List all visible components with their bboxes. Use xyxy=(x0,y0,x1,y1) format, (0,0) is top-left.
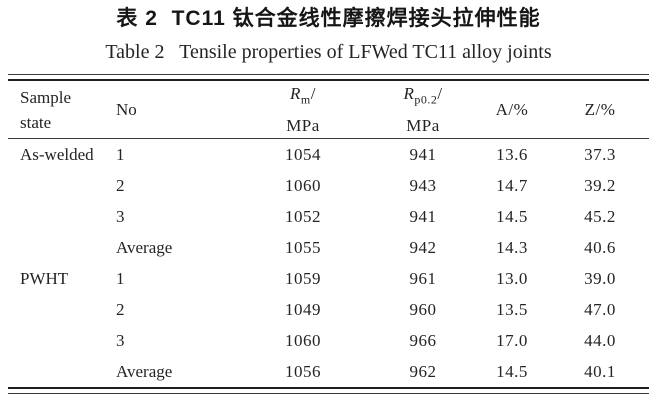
cell-elongation: 14.7 xyxy=(496,175,528,195)
cell-rp02: 961 xyxy=(409,268,437,288)
cell-sample-state xyxy=(8,325,108,356)
cell-rp02: 943 xyxy=(409,175,437,195)
cell-rm: 1056 xyxy=(285,361,321,381)
cell-rm: 1054 xyxy=(285,144,321,164)
cell-rp02: 962 xyxy=(409,361,437,381)
cell-no: 3 xyxy=(116,206,125,226)
cell-rm: 1059 xyxy=(285,268,321,288)
cell-reduction: 37.3 xyxy=(584,144,616,164)
cell-no: 2 xyxy=(116,175,125,195)
cell-no: 1 xyxy=(116,144,125,164)
cell-rp02: 960 xyxy=(409,299,437,319)
cell-reduction: 44.0 xyxy=(584,330,616,350)
table-row: 2 1060 943 14.7 39.2 xyxy=(8,170,649,201)
tensile-properties-table: Sample state No Rm/ MPa Rp0.2/ MPa A/% Z… xyxy=(8,79,649,389)
header-rm: Rm/ MPa xyxy=(233,80,373,139)
cell-reduction: 39.2 xyxy=(584,175,616,195)
header-row: Sample state No Rm/ MPa Rp0.2/ MPa A/% Z… xyxy=(8,80,649,139)
header-no: No xyxy=(108,80,233,139)
cell-rp02: 941 xyxy=(409,144,437,164)
table-title-chinese: 表 2 TC11 钛合金线性摩擦焊接头拉伸性能 xyxy=(116,7,541,30)
table-title-english: Table 2 Tensile properties of LFWed TC11… xyxy=(105,41,552,63)
cell-rm: 1049 xyxy=(285,299,321,319)
cell-elongation: 13.0 xyxy=(496,268,528,288)
cell-reduction: 39.0 xyxy=(584,268,616,288)
table-row: Average 1055 942 14.3 40.6 xyxy=(8,232,649,263)
cell-rm: 1060 xyxy=(285,330,321,350)
header-reduction-of-area: Z/% xyxy=(551,80,649,139)
cell-reduction: 40.6 xyxy=(584,237,616,257)
rm-slash: / xyxy=(310,84,316,104)
cell-no: 1 xyxy=(116,268,125,288)
cell-no: Average xyxy=(116,361,173,381)
header-elongation: A/% xyxy=(473,80,551,139)
header-sample-state-line1: Sample xyxy=(20,87,71,107)
cell-elongation: 13.6 xyxy=(496,144,528,164)
cell-no: 3 xyxy=(116,330,125,350)
table-row: PWHT 1 1059 961 13.0 39.0 xyxy=(8,263,649,294)
header-rp02-unit: MPa xyxy=(406,115,440,135)
cell-rp02: 941 xyxy=(409,206,437,226)
cell-sample-state: PWHT xyxy=(20,268,69,288)
rm-symbol: R xyxy=(290,84,301,104)
table-row: 3 1060 966 17.0 44.0 xyxy=(8,325,649,356)
rp02-symbol: R xyxy=(403,84,415,104)
cell-sample-state xyxy=(8,356,108,388)
cell-elongation: 13.5 xyxy=(496,299,528,319)
rp02-subscript: p0.2 xyxy=(414,92,438,107)
table-body: As-welded 1 1054 941 13.6 37.3 2 1060 94… xyxy=(8,139,649,389)
cell-rm: 1052 xyxy=(285,206,321,226)
cell-elongation: 14.3 xyxy=(496,237,528,257)
table-row: 3 1052 941 14.5 45.2 xyxy=(8,201,649,232)
cell-rm: 1055 xyxy=(285,237,321,257)
cell-reduction: 45.2 xyxy=(584,206,616,226)
cell-elongation: 14.5 xyxy=(496,361,528,381)
cell-rm: 1060 xyxy=(285,175,321,195)
table-row: Average 1056 962 14.5 40.1 xyxy=(8,356,649,388)
header-rp02-symbol: Rp0.2/ xyxy=(373,81,473,112)
cell-elongation: 14.5 xyxy=(496,206,528,226)
table-row: 2 1049 960 13.5 47.0 xyxy=(8,294,649,325)
header-rm-unit: MPa xyxy=(286,115,320,135)
rm-subscript: m xyxy=(300,92,311,107)
table-header: Sample state No Rm/ MPa Rp0.2/ MPa A/% Z… xyxy=(8,80,649,139)
cell-rp02: 966 xyxy=(409,330,437,350)
cell-sample-state xyxy=(8,232,108,263)
cell-sample-state: As-welded xyxy=(20,144,94,164)
cell-elongation: 17.0 xyxy=(496,330,528,350)
cell-no: Average xyxy=(116,237,173,257)
cell-sample-state xyxy=(8,170,108,201)
header-rm-symbol: Rm/ xyxy=(233,81,373,112)
cell-rp02: 942 xyxy=(409,237,437,257)
cell-reduction: 47.0 xyxy=(584,299,616,319)
table-rules-frame: Sample state No Rm/ MPa Rp0.2/ MPa A/% Z… xyxy=(8,74,649,394)
cell-no: 2 xyxy=(116,299,125,319)
header-rp02: Rp0.2/ MPa xyxy=(373,80,473,139)
rp02-slash: / xyxy=(437,84,443,104)
table-row: As-welded 1 1054 941 13.6 37.3 xyxy=(8,139,649,171)
cell-reduction: 40.1 xyxy=(584,361,616,381)
cell-sample-state xyxy=(8,294,108,325)
header-sample-state: Sample state xyxy=(8,80,108,139)
header-sample-state-line2: state xyxy=(20,112,52,132)
cell-sample-state xyxy=(8,201,108,232)
